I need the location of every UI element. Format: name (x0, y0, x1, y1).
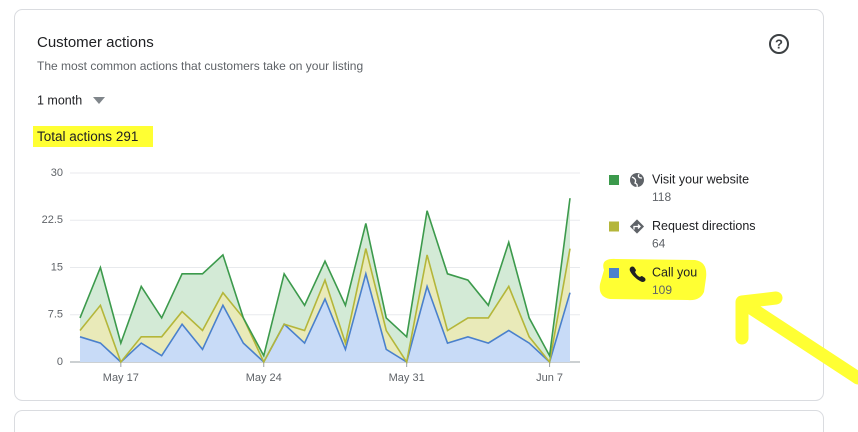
legend-label: Visit your website (652, 172, 749, 186)
area (80, 273, 570, 362)
plot: 0 7.5 15 22.5 30 May 17 May 24 May 31 Jun 7 (42, 167, 580, 384)
help-icon[interactable] (769, 34, 789, 54)
x-tick-label: May 31 (389, 372, 425, 384)
legend: Visit your website 118 Request directions 6… (609, 172, 756, 297)
period-select[interactable]: 1 month (37, 93, 82, 107)
phone-icon (629, 266, 646, 282)
highlight (599, 258, 707, 301)
dropdown-arrow[interactable] (93, 97, 105, 104)
legend-value: 109 (652, 283, 672, 297)
legend-label: Call you (652, 265, 697, 279)
x-tick-label: May 24 (246, 372, 282, 384)
total-actions: Total actions 291 (37, 129, 138, 144)
legend-value: 118 (652, 190, 671, 204)
legend-swatch (609, 268, 619, 278)
y-tick-label: 22.5 (42, 214, 63, 226)
subtitle: The most common actions that customers t… (37, 59, 363, 73)
next-card (14, 410, 824, 432)
help-icon-mark[interactable]: ? (775, 36, 783, 51)
y-tick-label: 15 (51, 261, 63, 273)
directions-icon-arrow (633, 224, 641, 230)
y-tick-label: 30 (51, 167, 63, 179)
legend-swatch (609, 175, 619, 185)
series-line (79, 198, 571, 359)
total-value: 291 (116, 129, 139, 144)
series-line (79, 270, 571, 364)
highlight (33, 126, 153, 147)
globe-icon (630, 173, 644, 187)
legend-swatch (609, 221, 619, 232)
annotation-arrow-head (735, 291, 783, 345)
series-line (79, 248, 571, 365)
annotation-arrow (741, 299, 858, 385)
legend-label: Request directions (652, 219, 756, 233)
area (80, 248, 570, 362)
x-tick-label: May 17 (103, 372, 139, 384)
x-tick-label: Jun 7 (536, 372, 563, 384)
total-label: Total actions (37, 129, 112, 144)
y-tick-label: 7.5 (48, 309, 63, 321)
title: Customer actions (37, 34, 154, 51)
y-tick-label: 0 (57, 356, 63, 368)
globe-icon-detail (631, 173, 643, 188)
legend-value: 64 (652, 237, 666, 251)
